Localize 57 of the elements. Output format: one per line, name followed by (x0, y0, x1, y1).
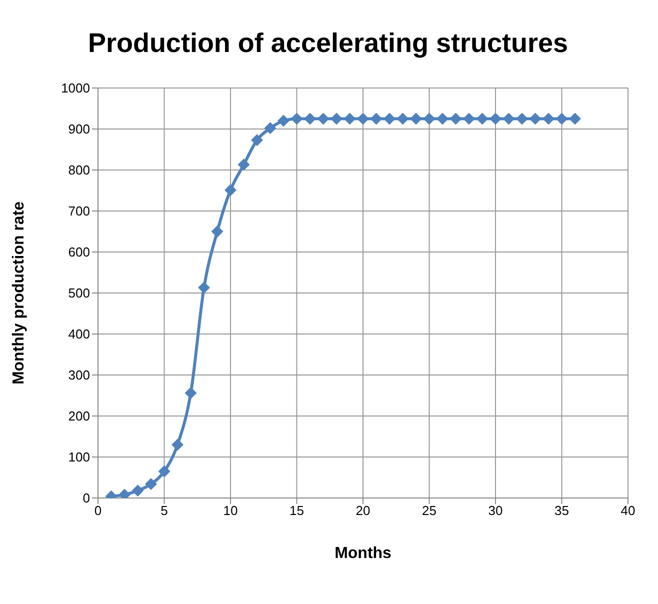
point (344, 112, 356, 125)
y-tick-label: 0 (82, 490, 90, 506)
point (529, 112, 542, 125)
point (357, 112, 369, 125)
point (410, 112, 422, 125)
point (184, 387, 197, 400)
y-tick-label: 400 (68, 326, 90, 342)
y-tick-label: 600 (68, 244, 90, 260)
point (224, 184, 236, 196)
point (396, 112, 409, 125)
y-tick-label: 300 (68, 368, 90, 383)
y-tick-label: 100 (68, 450, 90, 465)
y-tick-label: 800 (68, 162, 90, 178)
y-tick-label: 500 (68, 286, 90, 301)
point (569, 112, 581, 125)
point (264, 122, 276, 134)
point (502, 112, 515, 125)
point (476, 112, 488, 125)
point (238, 158, 250, 171)
x-tick-label: 5 (160, 503, 168, 518)
point (317, 112, 330, 125)
y-tick-label: 900 (68, 122, 90, 137)
y-axis-title: Monthly production rate (10, 201, 28, 385)
x-tick-label: 40 (620, 503, 636, 518)
y-tick-label: 1000 (61, 80, 90, 96)
point (278, 114, 290, 127)
point (463, 112, 475, 125)
point (290, 112, 303, 125)
x-tick-label: 20 (356, 503, 370, 518)
point (370, 112, 382, 125)
point (251, 134, 263, 146)
point (423, 112, 436, 125)
point (490, 112, 502, 125)
y-tick-label: 700 (68, 204, 90, 219)
point (542, 112, 554, 125)
x-tick-label: 30 (488, 503, 503, 518)
x-tick-label: 15 (290, 503, 304, 518)
point (211, 226, 224, 238)
point (330, 112, 342, 125)
point (450, 112, 462, 125)
point (556, 112, 568, 125)
x-axis-title: Months (334, 545, 392, 562)
y-tick-label: 200 (68, 408, 90, 424)
point (516, 112, 528, 125)
point (172, 438, 184, 451)
point (145, 478, 157, 490)
point (384, 112, 396, 125)
x-tick-label: 0 (94, 503, 102, 518)
x-tick-label: 25 (422, 503, 436, 518)
point (304, 112, 316, 125)
point (436, 112, 448, 125)
point (132, 484, 144, 497)
point (158, 465, 170, 478)
x-tick-label: 35 (554, 503, 569, 518)
point (198, 282, 210, 294)
x-tick-label: 10 (223, 503, 238, 518)
chart-title: Production of accelerating structures (86, 28, 570, 60)
